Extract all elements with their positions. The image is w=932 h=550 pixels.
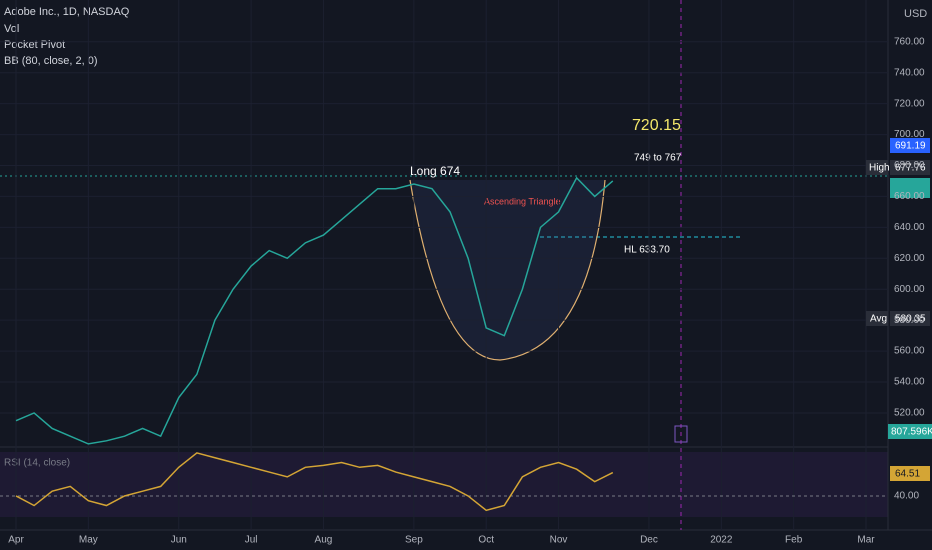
series-line [15,176,614,445]
badge-text: 691.19 [895,141,926,152]
badge [888,424,932,439]
badge [890,160,930,175]
badge-text: 64.51 [895,469,920,480]
y-tick-label: 540.00 [894,377,925,388]
pattern-label: Ascending Triangle [484,196,561,206]
x-tick-label: Sep [405,535,423,546]
y-tick-label: 640.00 [894,222,925,233]
badge-text: 580.35 [895,314,926,325]
indicator: Pocket Pivot [4,39,65,51]
y-tick-label: 520.00 [894,408,925,419]
x-tick-label: 2022 [710,535,733,546]
y-tick-label: 700.00 [894,129,925,140]
badge-text: Avg [870,314,887,325]
cup-shape [409,179,606,361]
earnings-marker [674,425,688,443]
x-tick-label: Aug [315,535,333,546]
x-tick-label: Oct [478,535,494,546]
range-label: 749 to 767 [634,153,682,164]
symbol: Adobe Inc., 1D, NASDAQ [4,6,130,18]
y-tick-label: 40.00 [894,491,919,502]
long-label: Long 674 [410,164,460,178]
badge [890,466,930,481]
x-tick-label: May [79,535,98,546]
x-tick-label: Jul [245,535,258,546]
currency: USD [904,8,927,20]
indicator: BB (80, close, 2, 0) [4,55,98,67]
y-tick-label: 600.00 [894,284,925,295]
x-tick-label: Nov [550,535,568,546]
y-tick-label: 620.00 [894,253,925,264]
indicator: Vol [4,23,19,35]
badge [890,138,930,153]
target-label: 720.15 [632,117,681,134]
series-line [15,452,614,512]
badge [866,160,888,175]
y-tick-label: 660.00 [894,191,925,202]
y-tick-label: 580.00 [894,315,925,326]
hl-label: HL 633.70 [624,245,670,256]
x-tick-label: Apr [8,535,24,546]
x-tick-label: Dec [640,535,658,546]
badge-text: 807.596K [891,427,932,438]
badge [890,311,930,326]
y-tick-label: 760.00 [894,36,925,47]
badge-text: 677.76 [895,163,926,174]
badge [866,311,888,326]
x-tick-label: Jun [171,535,187,546]
badge [890,178,930,198]
x-tick-label: Feb [785,535,803,546]
x-tick-label: Mar [857,535,875,546]
y-tick-label: 680.00 [894,160,925,171]
y-tick-label: 740.00 [894,67,925,78]
badge-text: High [869,163,890,174]
rsi-title: RSI (14, close) [4,458,70,469]
y-tick-label: 720.00 [894,98,925,109]
y-tick-label: 560.00 [894,346,925,357]
